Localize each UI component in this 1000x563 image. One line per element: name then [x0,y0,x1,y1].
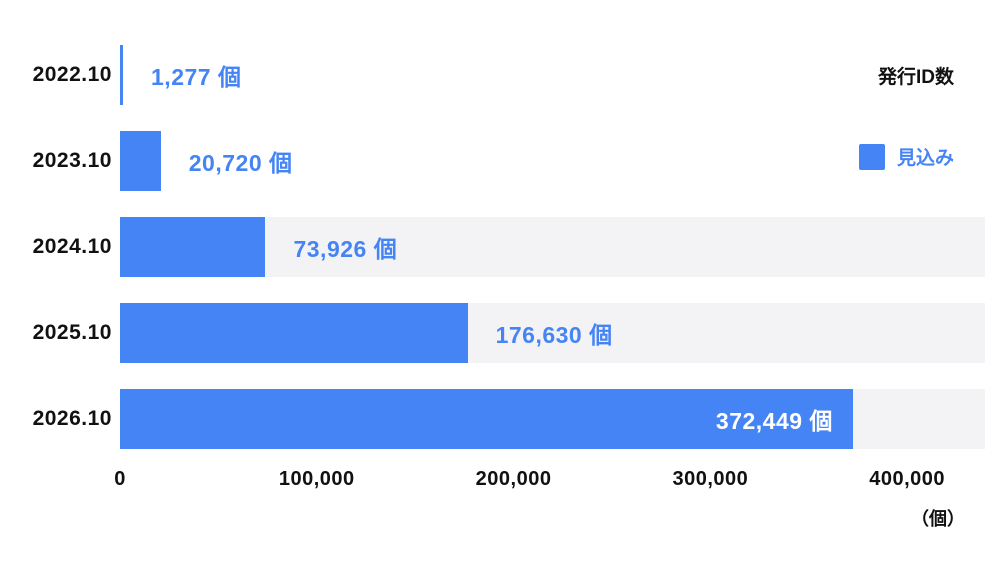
bar-track: 1,277 個 [120,45,985,105]
value-label: 73,926 個 [293,236,398,262]
axis-unit-label: （個） [911,509,965,529]
bar [120,45,124,105]
category-label: 2026.10 [32,407,112,430]
value-label: 176,630 個 [495,322,613,348]
category-label: 2022.10 [32,63,112,86]
bar-row: 2026.10 372,449 個 [0,389,1000,449]
x-axis-tick: 400,000 [869,468,946,490]
bar [120,389,853,449]
category-label: 2025.10 [32,321,112,344]
bar-row: 2022.10 1,277 個 [0,45,1000,105]
category-label: 2024.10 [32,235,112,258]
bar-track: 176,630 個 [120,303,985,363]
legend-label: 見込み [896,148,954,169]
value-label: 372,449 個 [715,408,833,434]
legend-item: 見込み [858,143,954,170]
x-axis-tick: 0 [114,468,126,490]
legend-swatch-icon [858,143,885,170]
bar [120,303,468,363]
x-axis-tick: 100,000 [278,468,355,490]
bar-track: 73,926 個 [120,217,985,277]
category-label: 2023.10 [32,149,112,172]
x-axis: 0 100,000 200,000 300,000 400,000 [114,468,985,494]
x-axis-tick: 200,000 [475,468,552,490]
bar [120,131,161,191]
x-axis-tick: 300,000 [672,468,749,490]
bar-track: 372,449 個 [120,389,985,449]
bar-track: 20,720 個 [120,131,985,191]
bar [120,217,266,277]
chart-title: 発行ID数 [877,67,954,88]
value-label: 20,720 個 [188,150,293,176]
value-label: 1,277 個 [151,64,242,90]
bar-row: 2023.10 20,720 個 [0,131,1000,191]
bar-row: 2025.10 176,630 個 [0,303,1000,363]
bar-rows: 2022.10 1,277 個 2023.10 20,720 個 2024.10… [0,45,1000,475]
bar-row: 2024.10 73,926 個 [0,217,1000,277]
